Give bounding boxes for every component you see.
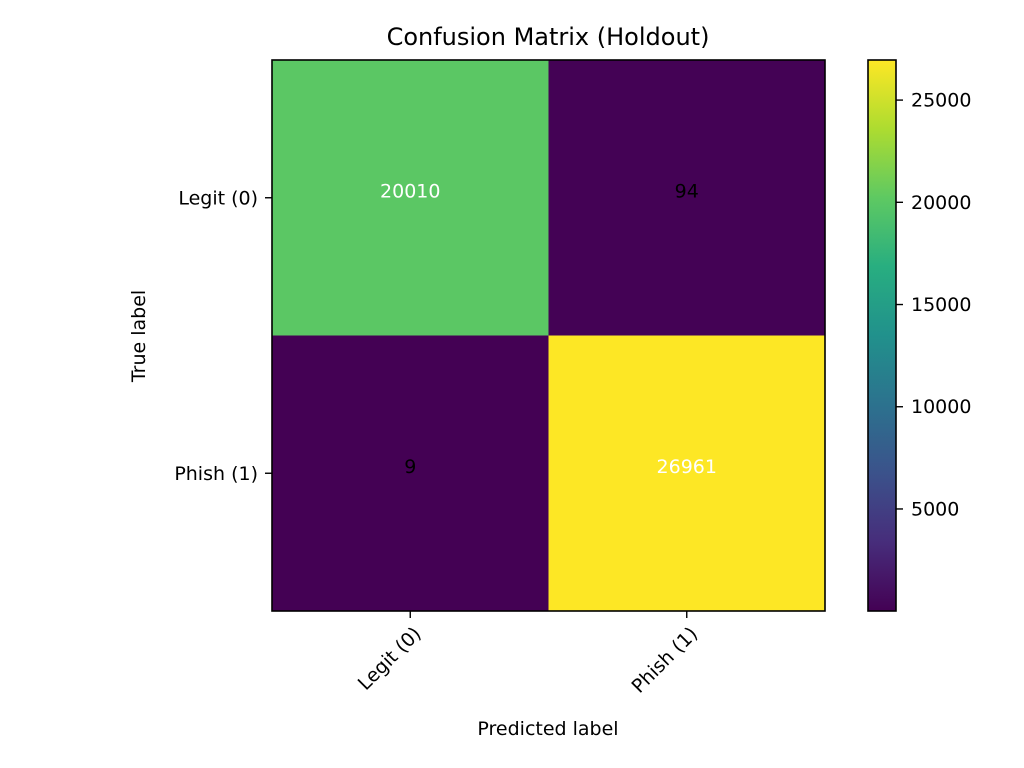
colorbar bbox=[867, 59, 897, 612]
plot-border bbox=[271, 59, 826, 612]
matrix-cell-0-0 bbox=[272, 60, 549, 336]
matrix-value-0-1: 94 bbox=[675, 180, 699, 202]
colorbar-tick-label-1: 10000 bbox=[911, 396, 971, 418]
colorbar-tick-label-3: 20000 bbox=[911, 192, 971, 214]
colorbar-ticks: 5000 10000 15000 20000 25000 bbox=[896, 90, 971, 520]
heatmap-layer: 20010 94 9 26961 bbox=[272, 60, 825, 611]
matrix-cell-0-1 bbox=[548, 60, 825, 336]
chart-title: Confusion Matrix (Holdout) bbox=[387, 23, 710, 51]
x-tick-label-0: Legit (0) bbox=[354, 623, 426, 695]
colorbar-tick-label-4: 25000 bbox=[911, 90, 971, 112]
y-axis-label: True label bbox=[128, 290, 150, 383]
matrix-value-1-1: 26961 bbox=[657, 456, 717, 478]
y-tick-label-0: Legit (0) bbox=[178, 187, 258, 209]
x-axis-label: Predicted label bbox=[477, 718, 618, 740]
colorbar-tick-label-0: 5000 bbox=[911, 498, 959, 520]
colorbar-tick-label-2: 15000 bbox=[911, 294, 971, 316]
y-tick-label-1: Phish (1) bbox=[174, 463, 258, 485]
matrix-cell-1-0 bbox=[272, 335, 549, 611]
x-axis-ticks: Legit (0) Phish (1) bbox=[354, 611, 702, 698]
y-axis-ticks: Legit (0) Phish (1) bbox=[174, 187, 272, 485]
x-tick-label-1: Phish (1) bbox=[627, 623, 702, 698]
matrix-value-1-0: 9 bbox=[404, 456, 416, 478]
matrix-cell-1-1 bbox=[548, 335, 825, 611]
matrix-value-0-0: 20010 bbox=[380, 180, 440, 202]
